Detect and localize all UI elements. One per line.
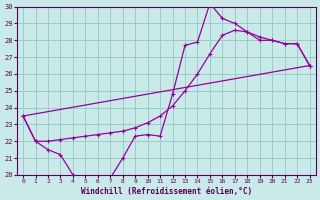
X-axis label: Windchill (Refroidissement éolien,°C): Windchill (Refroidissement éolien,°C)	[81, 187, 252, 196]
